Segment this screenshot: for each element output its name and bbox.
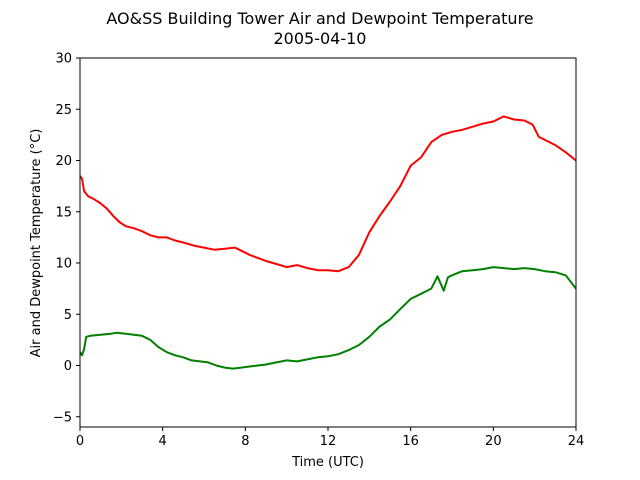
y-axis: −5 0 5 10 15 20 25 30 [53, 52, 80, 425]
y-tick-label: 0 [64, 359, 72, 374]
x-tick-label: 20 [485, 434, 502, 449]
series-line-1 [79, 115, 577, 273]
x-tick-label: 16 [402, 434, 419, 449]
chart-title: AO&SS Building Tower Air and Dewpoint Te… [106, 9, 533, 28]
y-tick-label: 10 [55, 257, 72, 272]
series-line-2 [79, 266, 577, 370]
y-tick-label: −5 [53, 410, 72, 425]
x-tick-label: 8 [241, 434, 249, 449]
series-layer [79, 115, 577, 370]
x-tick-label: 0 [76, 434, 84, 449]
y-tick-label: 30 [55, 52, 72, 67]
chart-subtitle: 2005-04-10 [274, 29, 367, 48]
y-tick-label: 25 [55, 103, 72, 118]
x-tick-label: 12 [320, 434, 337, 449]
y-tick-label: 20 [55, 154, 72, 169]
x-axis: 0 4 8 12 16 20 24 [76, 427, 584, 449]
x-axis-label: Time (UTC) [291, 455, 364, 470]
x-tick-label: 24 [568, 434, 585, 449]
plot-frame [79, 57, 577, 428]
y-axis-label: Air and Dewpoint Temperature (°C) [29, 129, 44, 358]
x-tick-label: 4 [159, 434, 167, 449]
y-tick-label: 15 [55, 205, 72, 220]
y-tick-label: 5 [64, 308, 72, 323]
